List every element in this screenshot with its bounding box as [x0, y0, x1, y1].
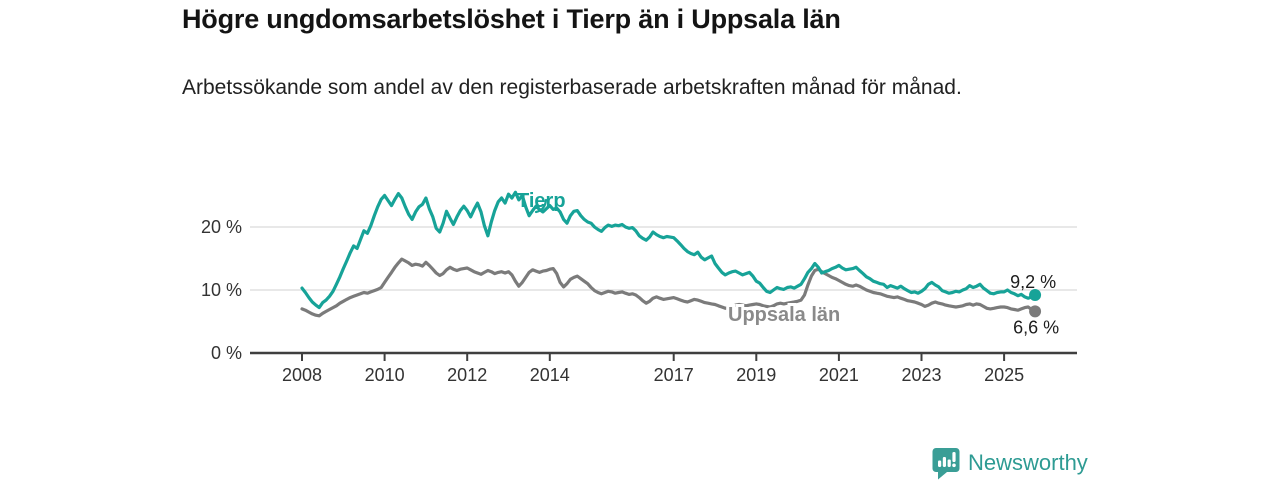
- y-axis-tick-label: 0 %: [211, 343, 242, 363]
- chart-title: Högre ungdomsarbetslöshet i Tierp än i U…: [182, 4, 841, 34]
- x-axis-tick-label: 2023: [901, 365, 941, 385]
- x-axis-tick-label: 2014: [530, 365, 570, 385]
- series-end-value-label: 9,2 %: [1010, 272, 1056, 292]
- series-line-uppsala-län: [300, 257, 1037, 318]
- series-end-value-label: 6,6 %: [1013, 317, 1059, 337]
- x-axis-tick-label: 2021: [819, 365, 859, 385]
- series-end-dot: [1029, 289, 1042, 302]
- chart-subtitle: Arbetssökande som andel av den registerb…: [182, 76, 962, 99]
- x-axis-tick-label: 2010: [365, 365, 405, 385]
- series-end-dot: [1029, 305, 1042, 318]
- x-axis-tick-label: 2012: [447, 365, 487, 385]
- brand-footer: Newsworthy: [932, 446, 1088, 480]
- newsworthy-logo-icon: [932, 447, 960, 479]
- series-label-tierp: Tierp: [517, 190, 566, 212]
- brand-name: Newsworthy: [968, 450, 1088, 475]
- y-axis-tick-label: 20 %: [201, 217, 242, 237]
- x-axis-tick-label: 2017: [654, 365, 694, 385]
- series-line-tierp: [300, 190, 1037, 310]
- x-axis-tick-label: 2019: [736, 365, 776, 385]
- x-axis-tick-label: 2008: [282, 365, 322, 385]
- unemployment-line-chart: 2008 2010 2012 2014 2017 2019 2021 2023 2025 0 % 1…: [201, 190, 1077, 385]
- tierp-label-pointer: [534, 198, 548, 214]
- series-label-uppsala-lan: Uppsala län: [728, 304, 840, 326]
- y-axis-tick-label: 10 %: [201, 280, 242, 300]
- x-axis-tick-label: 2025: [984, 365, 1024, 385]
